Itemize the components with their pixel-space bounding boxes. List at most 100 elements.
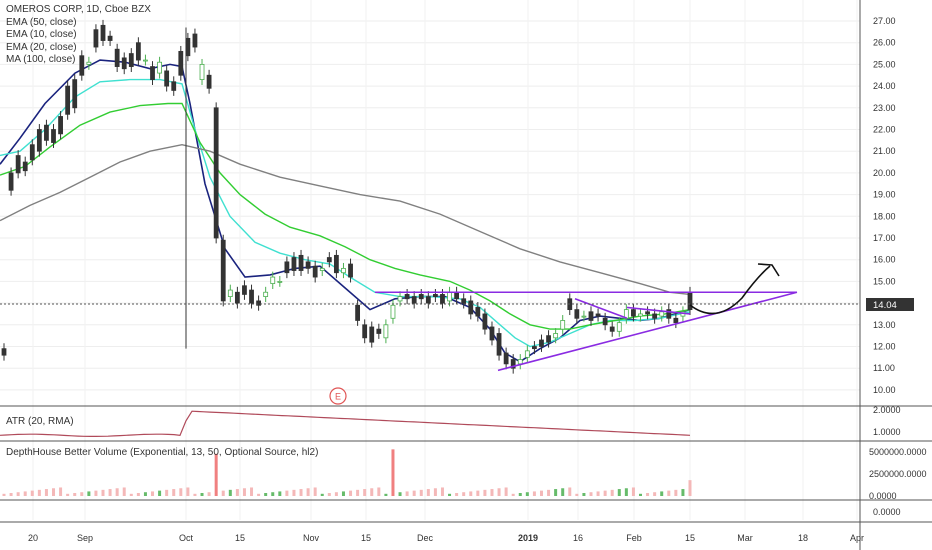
volume-bar: [582, 493, 586, 496]
candle-body: [355, 304, 361, 321]
volume-bar: [235, 489, 239, 496]
candle-body: [22, 161, 28, 172]
candle-body: [298, 254, 304, 271]
legend-ema10[interactable]: EMA (10, close): [6, 29, 77, 40]
price-badge-value: 14.04: [873, 300, 897, 311]
candle-body: [383, 324, 389, 339]
volume-bar: [448, 493, 452, 496]
candle-body: [673, 317, 679, 324]
candle-body: [581, 315, 587, 318]
volume-bar: [94, 490, 98, 496]
volume-bar: [285, 490, 289, 496]
projection-arrow[interactable]: [689, 265, 771, 315]
volume-bar: [193, 493, 197, 496]
candle-body: [475, 307, 481, 317]
candle-body: [213, 107, 219, 239]
candle-body: [44, 124, 49, 141]
volume-bar: [525, 492, 529, 496]
candle-body: [291, 257, 297, 271]
legend-ma100[interactable]: MA (100, close): [6, 54, 76, 65]
price-tick-label: 19.00: [873, 190, 896, 200]
volume-bar: [539, 490, 543, 496]
atr-legend[interactable]: ATR (20, RMA): [6, 416, 74, 427]
price-tick-label: 16.00: [873, 255, 896, 265]
candle-body: [164, 70, 170, 87]
time-tick-label: Nov: [303, 533, 320, 543]
candle-body: [524, 350, 530, 358]
price-axis[interactable]: 27.00 26.00 25.00 24.00 23.00 22.00 21.00 20.00…: [869, 16, 927, 517]
volume-bar: [356, 489, 360, 496]
trendlines[interactable]: [375, 291, 798, 372]
volume-bar: [23, 491, 27, 496]
candle-body: [510, 359, 516, 369]
volume-bar: [554, 489, 558, 496]
time-axis[interactable]: 20 Sep Oct 15 Nov 15 Dec 2019 16 Feb 15 Mar 18 Apr: [28, 533, 864, 543]
time-tick-label: Feb: [626, 533, 642, 543]
candle-body: [326, 257, 332, 263]
volume-bar: [115, 488, 119, 496]
volume-bar: [624, 488, 628, 496]
volume-bars: [2, 449, 692, 496]
trendline-flag-upper: [626, 306, 691, 315]
volume-bar: [398, 492, 402, 496]
volume-bar: [660, 491, 664, 496]
price-tick-label: 20.00: [873, 168, 896, 178]
volume-bar: [257, 493, 261, 496]
legend-ema50[interactable]: EMA (50, close): [6, 16, 77, 28]
atr-line: [0, 410, 691, 437]
volume-bar: [334, 492, 338, 496]
candle-body: [560, 320, 566, 330]
candle-body: [440, 294, 445, 304]
volume-bar: [384, 493, 388, 496]
price-tick-label: 12.00: [873, 342, 896, 352]
volume-bar: [497, 488, 501, 496]
volume-bar: [158, 490, 162, 496]
volume-bar: [278, 491, 282, 496]
candle-body: [305, 261, 311, 269]
volume-bar: [16, 492, 20, 496]
candle-body: [256, 300, 261, 306]
time-tick-label: 15: [685, 533, 695, 543]
volume-legend[interactable]: DepthHouse Better Volume (Exponential, 1…: [6, 447, 319, 458]
candle-body: [100, 24, 106, 41]
price-tick-label: 24.00: [873, 81, 896, 91]
time-tick-label: Oct: [179, 533, 194, 543]
candle-body: [242, 285, 247, 295]
plot-background: [0, 0, 860, 550]
volume-bar: [674, 489, 678, 496]
candle-body: [595, 313, 601, 317]
volume-bar: [370, 488, 374, 496]
candle-body: [397, 296, 403, 302]
price-tick-label: 10.00: [873, 385, 896, 395]
candle-body: [489, 326, 495, 341]
candle-body: [333, 254, 339, 274]
candle-body: [390, 304, 396, 319]
candle-body: [362, 324, 368, 339]
candle-body: [645, 311, 650, 315]
candle-body: [277, 280, 283, 283]
earnings-marker[interactable]: E: [329, 387, 347, 405]
candle-body: [496, 333, 502, 356]
candlesticks[interactable]: [1, 19, 693, 374]
price-tick-label: 15.00: [873, 276, 896, 286]
candle-body: [220, 239, 226, 302]
volume-bar: [440, 487, 444, 496]
volume-bar: [228, 489, 232, 496]
volume-bar: [172, 489, 176, 496]
candle-body: [425, 296, 431, 304]
time-tick-label: 15: [235, 533, 245, 543]
volume-bar: [264, 493, 268, 496]
candle-body: [631, 309, 636, 317]
volume-bar: [179, 488, 183, 496]
legend-ema20[interactable]: EMA (20, close): [6, 41, 77, 53]
chart-title[interactable]: OMEROS CORP, 1D, Cboe BZX: [6, 4, 151, 15]
volume-bar: [320, 493, 324, 496]
candle-body: [574, 309, 580, 319]
price-badge: 14.04: [866, 298, 914, 311]
volume-bar: [391, 449, 395, 496]
candle-body: [376, 328, 382, 334]
volume-bar: [483, 489, 487, 496]
candle-body: [150, 66, 155, 80]
